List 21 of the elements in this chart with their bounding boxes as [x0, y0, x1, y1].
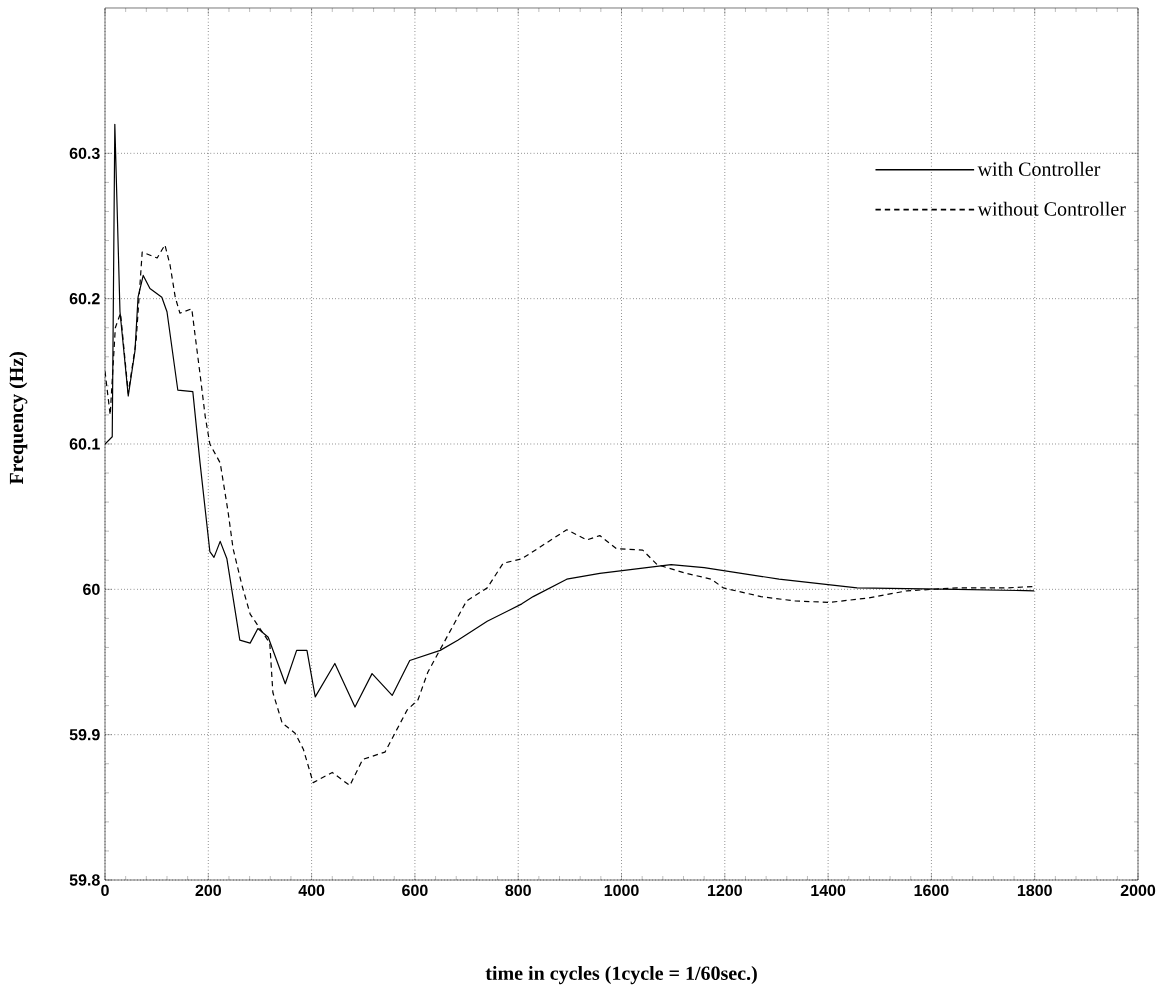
x-tick-label: 2000: [1120, 884, 1156, 897]
x-tick-label: 200: [195, 884, 221, 897]
x-tick-label: 1200: [708, 884, 742, 897]
x-tick-label: 1800: [1017, 884, 1052, 897]
y-tick-label: 60.3: [69, 147, 100, 160]
y-tick-label: 59.9: [69, 729, 100, 741]
x-tick-label: 0: [101, 884, 109, 897]
y-tick-label: 60.1: [69, 438, 100, 450]
y-tick-label: 59.8: [69, 874, 100, 886]
y-axis-title: Frequency (Hz): [9, 351, 28, 485]
legend-label: without Controller: [977, 201, 1126, 216]
x-tick-label: 600: [402, 884, 428, 897]
x-tick-label: 1400: [811, 884, 846, 897]
legend-label: with Controller: [977, 161, 1101, 176]
x-axis-title: time in cycles (1cycle = 1/60sec.): [485, 965, 757, 985]
x-tick-label: 800: [505, 884, 531, 897]
y-tick-label: 60.2: [69, 293, 100, 305]
x-tick-label: 1000: [604, 884, 639, 897]
x-tick-label: 1600: [914, 884, 949, 897]
x-tick-label: 400: [298, 884, 325, 897]
y-tick-label: 60: [83, 583, 100, 595]
